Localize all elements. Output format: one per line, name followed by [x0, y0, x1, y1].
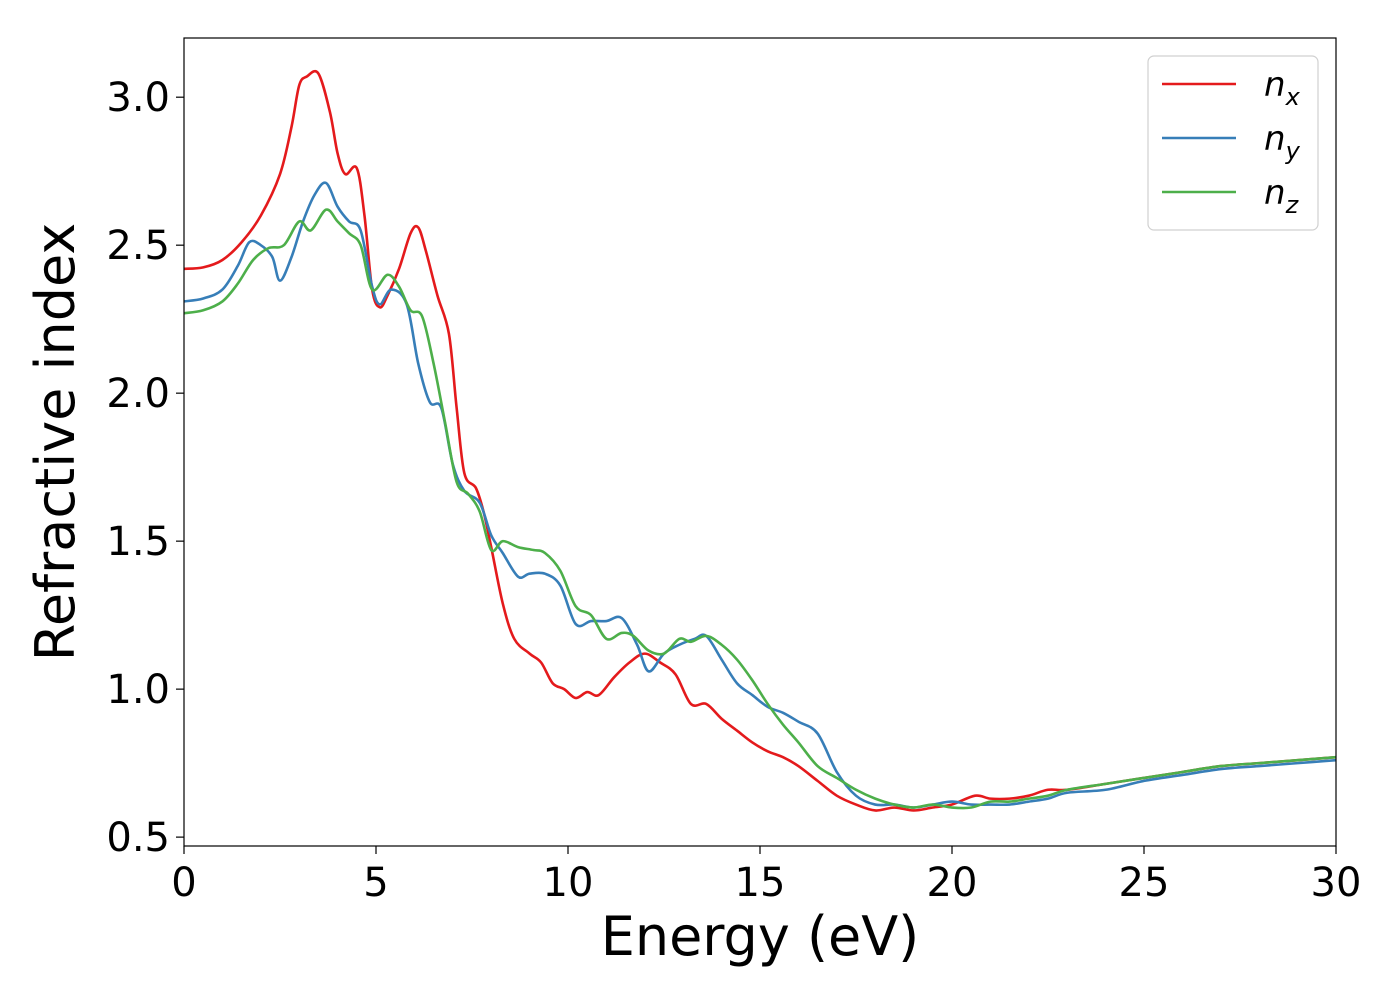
y-tick-label: 2.0	[106, 371, 170, 417]
x-axis-label: Energy (eV)	[601, 905, 920, 968]
legend-label-nx: nx	[1264, 65, 1301, 111]
x-axis-ticks: 0 5 10 15 20 25 30	[171, 846, 1361, 906]
x-tick-label: 25	[1119, 860, 1170, 906]
y-tick-label: 3.0	[106, 75, 170, 121]
series-layer	[184, 69, 1336, 812]
y-tick-label: 1.5	[106, 519, 170, 565]
x-tick-label: 10	[543, 860, 594, 906]
y-axis-ticks: 0.5 1.0 1.5 2.0 2.5 3.0	[106, 75, 184, 861]
series-line-nz	[184, 208, 1336, 810]
y-tick-label: 2.5	[106, 223, 170, 269]
legend: nx ny nz	[1147, 55, 1319, 231]
legend-label-nz: nz	[1264, 173, 1300, 219]
x-tick-label: 20	[927, 860, 978, 906]
y-axis-label: Refractive index	[24, 223, 87, 662]
x-tick-label: 15	[735, 860, 786, 906]
y-tick-label: 0.5	[106, 815, 170, 861]
legend-label-ny: ny	[1264, 119, 1301, 165]
x-tick-label: 30	[1311, 860, 1362, 906]
x-tick-label: 0	[171, 860, 196, 906]
series-line-ny	[184, 181, 1336, 809]
series-line-nx	[184, 69, 1336, 812]
legend-box	[1147, 55, 1319, 231]
y-tick-label: 1.0	[106, 667, 170, 713]
x-tick-label: 5	[363, 860, 388, 906]
